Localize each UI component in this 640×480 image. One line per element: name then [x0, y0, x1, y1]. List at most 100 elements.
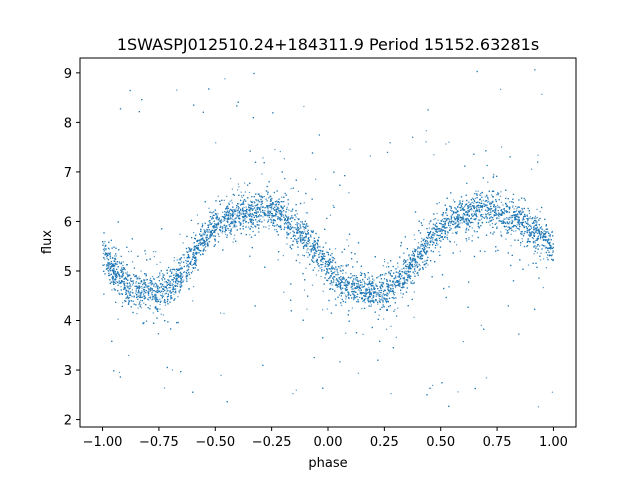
data-point	[291, 244, 293, 246]
data-point	[155, 305, 157, 308]
data-point	[117, 318, 119, 320]
data-point	[107, 265, 110, 267]
data-point	[482, 199, 484, 201]
data-point	[290, 188, 292, 190]
data-point	[425, 130, 427, 132]
data-point	[190, 261, 192, 263]
data-point	[527, 222, 529, 224]
data-point	[489, 209, 491, 211]
data-point	[242, 222, 244, 224]
data-point	[413, 248, 415, 250]
data-point	[545, 267, 547, 269]
data-point	[299, 232, 301, 234]
data-point	[407, 279, 409, 281]
data-point	[121, 268, 123, 270]
data-point	[103, 250, 105, 252]
data-point	[240, 209, 242, 211]
data-point	[178, 292, 180, 294]
data-point	[432, 227, 434, 229]
data-point	[529, 217, 531, 220]
data-point	[333, 279, 335, 281]
data-point	[468, 211, 470, 213]
data-point	[220, 374, 222, 376]
data-point	[138, 294, 140, 296]
data-point	[400, 275, 402, 277]
data-point	[294, 227, 296, 229]
data-point	[113, 278, 115, 280]
data-point	[404, 270, 406, 272]
data-point	[279, 213, 282, 215]
data-point	[320, 275, 322, 278]
data-point	[118, 292, 120, 294]
data-point	[102, 252, 104, 255]
data-point	[417, 246, 420, 248]
data-point	[305, 224, 307, 226]
data-point	[183, 254, 186, 256]
data-point	[279, 219, 281, 221]
data-point	[152, 296, 154, 298]
data-point	[321, 266, 323, 268]
data-point	[338, 294, 340, 296]
data-point	[286, 206, 288, 208]
data-point	[316, 250, 318, 252]
data-point	[488, 200, 490, 202]
data-point	[307, 252, 310, 254]
data-point	[462, 219, 464, 221]
data-point	[489, 224, 491, 226]
data-point	[322, 261, 324, 263]
data-point	[103, 247, 106, 249]
data-point	[170, 287, 172, 289]
data-point	[237, 208, 239, 210]
data-point	[476, 207, 478, 210]
data-point	[495, 222, 497, 224]
data-point	[405, 282, 407, 284]
data-point	[345, 264, 347, 266]
data-point	[528, 217, 530, 219]
data-point	[298, 237, 300, 239]
data-point	[162, 275, 164, 277]
data-point	[249, 234, 251, 236]
data-point	[534, 240, 536, 242]
data-point	[487, 198, 489, 200]
data-point	[126, 271, 128, 273]
data-point	[394, 291, 396, 293]
data-point	[336, 268, 338, 270]
data-point	[512, 205, 514, 207]
data-point	[510, 233, 512, 235]
data-point	[466, 221, 468, 223]
data-point	[152, 312, 154, 314]
data-point	[229, 200, 231, 202]
data-point	[232, 221, 234, 223]
data-point	[447, 231, 449, 233]
data-point	[179, 233, 181, 235]
data-point	[225, 233, 227, 235]
data-point	[135, 282, 137, 284]
data-point	[548, 235, 550, 237]
data-point	[175, 288, 177, 290]
data-point	[274, 215, 276, 217]
data-point	[240, 213, 242, 215]
data-point	[478, 207, 480, 209]
data-point	[226, 209, 228, 211]
data-point	[360, 271, 362, 273]
data-point	[303, 240, 305, 242]
data-point	[420, 245, 422, 247]
data-point	[386, 328, 388, 330]
data-point	[339, 267, 341, 269]
data-point	[276, 213, 278, 215]
data-point	[399, 269, 401, 272]
data-point	[392, 292, 394, 294]
data-point	[373, 300, 375, 302]
data-point	[231, 199, 233, 201]
data-point	[279, 150, 281, 153]
data-point	[344, 282, 346, 284]
data-point	[122, 302, 124, 304]
data-point	[551, 254, 553, 256]
data-point	[433, 242, 435, 244]
data-point	[480, 324, 482, 326]
data-point	[312, 249, 314, 251]
data-point	[270, 219, 272, 221]
data-point	[445, 143, 447, 145]
data-point	[481, 207, 484, 209]
data-point	[397, 307, 399, 309]
